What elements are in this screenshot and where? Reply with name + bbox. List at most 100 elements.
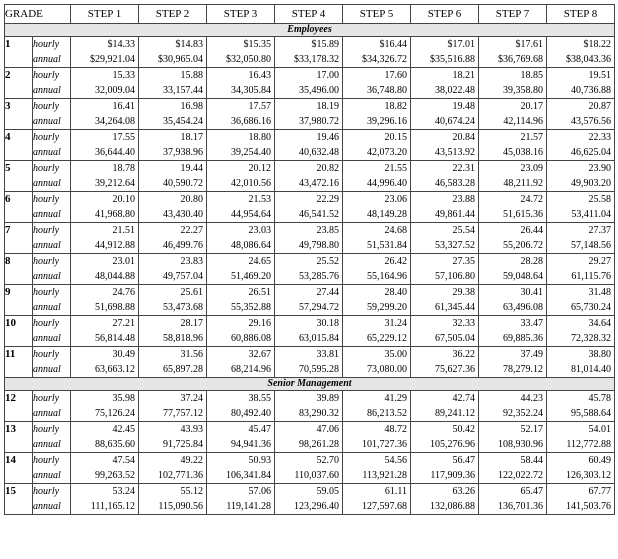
annual-value: 32,009.04 bbox=[70, 83, 140, 99]
annual-value: 113,921.28 bbox=[342, 468, 412, 484]
hourly-value: 65.47 bbox=[478, 483, 548, 499]
annual-value: 42,073.20 bbox=[342, 145, 412, 161]
hourly-value: 19.46 bbox=[274, 129, 344, 145]
hourly-value: 23.03 bbox=[206, 222, 276, 238]
grade-number: 11 bbox=[4, 346, 33, 378]
hourly-value: 18.78 bbox=[70, 160, 140, 176]
hourly-value: 25.61 bbox=[138, 284, 208, 300]
step-header: STEP 4 bbox=[274, 4, 344, 24]
grade-number: 14 bbox=[4, 452, 33, 484]
hourly-value: 23.01 bbox=[70, 253, 140, 269]
annual-value: 38,022.48 bbox=[410, 83, 480, 99]
hourly-label: hourly bbox=[31, 421, 72, 437]
annual-value: 115,090.56 bbox=[138, 499, 208, 515]
annual-value: 73,080.00 bbox=[342, 362, 412, 378]
annual-value: 61,115.76 bbox=[546, 269, 616, 285]
hourly-value: 47.06 bbox=[274, 421, 344, 437]
hourly-label: hourly bbox=[31, 129, 72, 145]
hourly-value: 47.54 bbox=[70, 452, 140, 468]
hourly-value: $18.22 bbox=[546, 36, 616, 52]
annual-value: 86,213.52 bbox=[342, 406, 412, 422]
hourly-value: 23.88 bbox=[410, 191, 480, 207]
grade-hourly-row: 15 hourly 53.24 55.12 57.06 59.05 61.11 63.26 65… bbox=[4, 483, 616, 515]
section-header-row: Employees bbox=[3, 23, 616, 37]
annual-value: 58,818.96 bbox=[138, 331, 208, 347]
annual-value: 46,541.52 bbox=[274, 207, 344, 223]
hourly-value: 49.22 bbox=[138, 452, 208, 468]
hourly-label: hourly bbox=[31, 191, 72, 207]
annual-value: 48,086.64 bbox=[206, 238, 276, 254]
grade-annual-row: annual 75,126.24 77,757.12 80,492.40 83,290.… bbox=[5, 406, 616, 422]
hourly-value: 17.00 bbox=[274, 67, 344, 83]
annual-value: 43,430.40 bbox=[138, 207, 208, 223]
annual-value: 49,798.80 bbox=[274, 238, 344, 254]
hourly-value: 20.82 bbox=[274, 160, 344, 176]
annual-value: 46,499.76 bbox=[138, 238, 208, 254]
grade-hourly-row: 13 hourly 42.45 43.93 45.47 47.06 48.72 50.42 52… bbox=[4, 421, 616, 453]
annual-value: 53,285.76 bbox=[274, 269, 344, 285]
annual-value: 80,492.40 bbox=[206, 406, 276, 422]
hourly-value: 24.68 bbox=[342, 222, 412, 238]
hourly-value: 29.27 bbox=[546, 253, 616, 269]
annual-value: $35,516.88 bbox=[410, 52, 480, 68]
annual-value: 112,772.88 bbox=[546, 437, 616, 453]
hourly-value: 20.80 bbox=[138, 191, 208, 207]
hourly-label: hourly bbox=[31, 452, 72, 468]
annual-value: 43,513.92 bbox=[410, 145, 480, 161]
hourly-value: 45.78 bbox=[546, 390, 616, 406]
grade-hourly-row: 14 hourly 47.54 49.22 50.93 52.70 54.56 56.47 58… bbox=[4, 452, 616, 484]
grade-number: 7 bbox=[4, 222, 33, 254]
hourly-value: 33.81 bbox=[274, 346, 344, 362]
annual-label: annual bbox=[31, 362, 72, 378]
hourly-value: 19.48 bbox=[410, 98, 480, 114]
annual-value: $32,050.80 bbox=[206, 52, 276, 68]
hourly-value: 22.29 bbox=[274, 191, 344, 207]
section-title: Employees bbox=[3, 23, 616, 37]
hourly-value: 60.49 bbox=[546, 452, 616, 468]
hourly-value: 59.05 bbox=[274, 483, 344, 499]
annual-value: 35,454.24 bbox=[138, 114, 208, 130]
grade-number: 1 bbox=[4, 36, 33, 68]
grade-header: GRADE bbox=[3, 4, 72, 24]
grade-hourly-row: 6 hourly 20.10 20.80 21.53 22.29 23.06 23.88 24.… bbox=[4, 191, 616, 223]
annual-value: 55,206.72 bbox=[478, 238, 548, 254]
hourly-label: hourly bbox=[31, 67, 72, 83]
grade-hourly-row: 3 hourly 16.41 16.98 17.57 18.19 18.82 19.48 20.… bbox=[4, 98, 616, 130]
grade-hourly-row: 4 hourly 17.55 18.17 18.80 19.46 20.15 20.84 21.… bbox=[4, 129, 616, 161]
section-header-row: Senior Management bbox=[3, 377, 616, 391]
grade-annual-row: annual 36,644.40 37,938.96 39,254.40 40,632.… bbox=[5, 145, 616, 161]
annual-value: 127,597.68 bbox=[342, 499, 412, 515]
annual-value: $29,921.04 bbox=[70, 52, 140, 68]
annual-value: 132,086.88 bbox=[410, 499, 480, 515]
hourly-value: 30.41 bbox=[478, 284, 548, 300]
hourly-value: 61.11 bbox=[342, 483, 412, 499]
annual-label: annual bbox=[31, 52, 72, 68]
annual-value: 49,757.04 bbox=[138, 269, 208, 285]
grade-hourly-row: 10 hourly 27.21 28.17 29.16 30.18 31.24 32.33 33… bbox=[4, 315, 616, 347]
grade-annual-row: annual 32,009.04 33,157.44 34,305.84 35,496.… bbox=[5, 83, 616, 99]
step-header: STEP 8 bbox=[546, 4, 616, 24]
hourly-value: 25.52 bbox=[274, 253, 344, 269]
annual-value: $30,965.04 bbox=[138, 52, 208, 68]
annual-value: 45,038.16 bbox=[478, 145, 548, 161]
hourly-value: 20.15 bbox=[342, 129, 412, 145]
grade-hourly-row: 2 hourly 15.33 15.88 16.43 17.00 17.60 18.21 18.… bbox=[4, 67, 616, 99]
annual-value: 89,241.12 bbox=[410, 406, 480, 422]
hourly-value: 58.44 bbox=[478, 452, 548, 468]
hourly-value: 23.90 bbox=[546, 160, 616, 176]
annual-value: 40,736.88 bbox=[546, 83, 616, 99]
annual-value: 51,615.36 bbox=[478, 207, 548, 223]
annual-value: $36,769.68 bbox=[478, 52, 548, 68]
grade-number: 3 bbox=[4, 98, 33, 130]
annual-value: 60,886.08 bbox=[206, 331, 276, 347]
hourly-value: 16.41 bbox=[70, 98, 140, 114]
hourly-value: 26.51 bbox=[206, 284, 276, 300]
grade-annual-row: annual 99,263.52 102,771.36 106,341.84 110,0… bbox=[5, 468, 616, 484]
annual-value: 40,632.48 bbox=[274, 145, 344, 161]
annual-value: 39,296.16 bbox=[342, 114, 412, 130]
annual-value: 91,725.84 bbox=[138, 437, 208, 453]
hourly-value: 15.33 bbox=[70, 67, 140, 83]
annual-value: 34,305.84 bbox=[206, 83, 276, 99]
annual-value: 75,627.36 bbox=[410, 362, 480, 378]
hourly-value: 26.42 bbox=[342, 253, 412, 269]
